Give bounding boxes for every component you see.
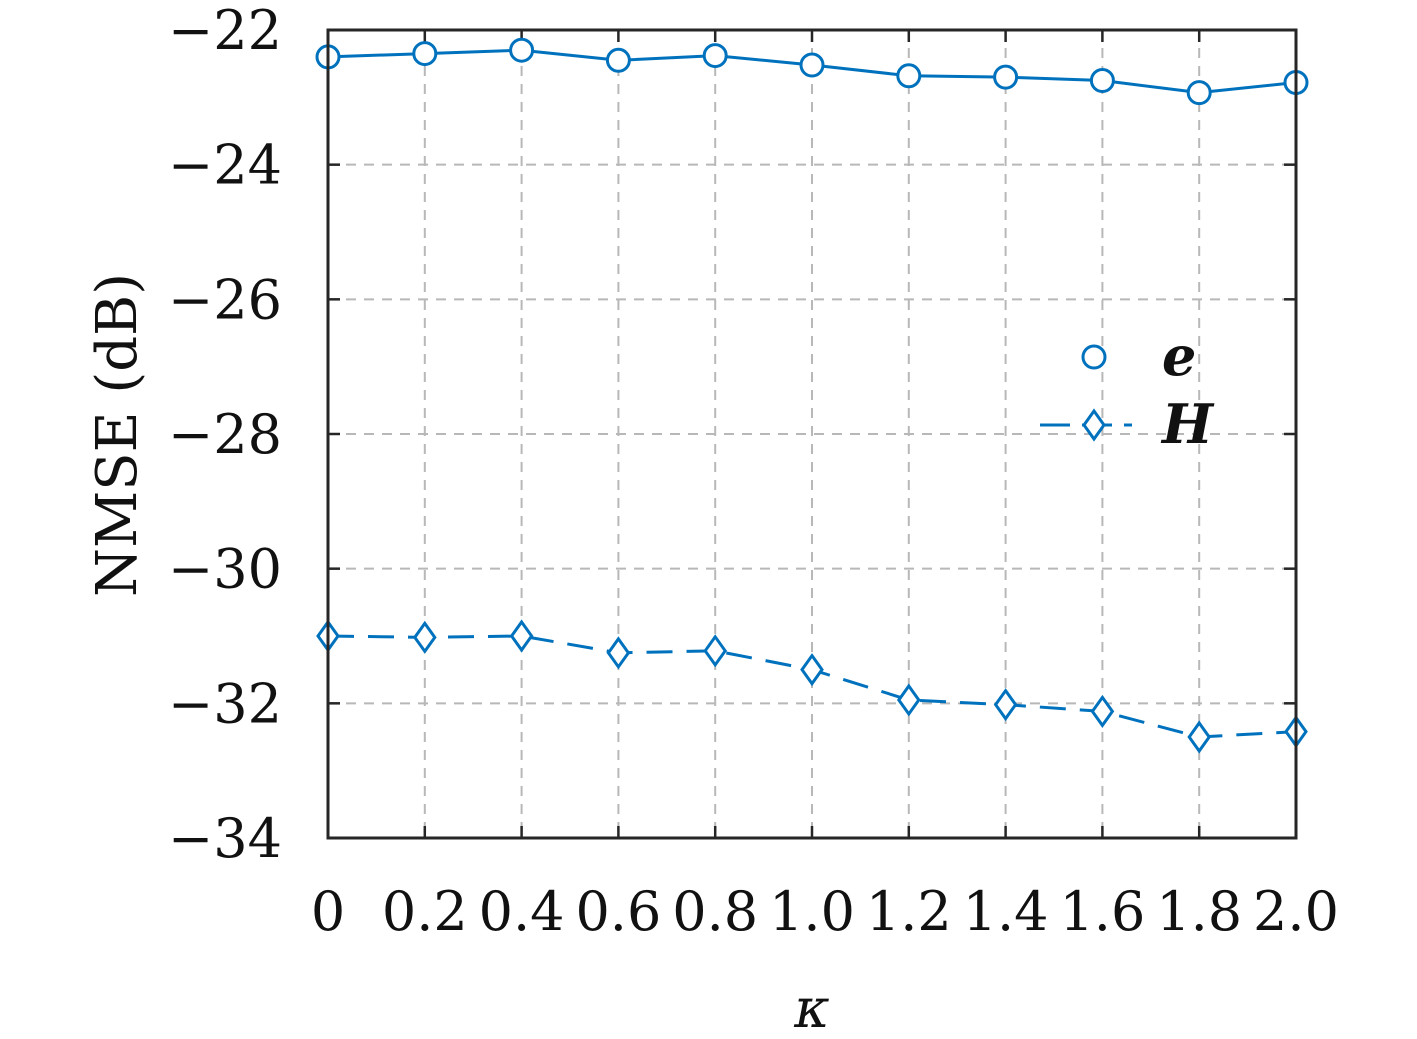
- x-tick-labels: 0 0.2 0.4 0.6 0.8 1.0 1.2 1.4 1.6 1.8 2.0: [311, 880, 1339, 943]
- data-point-H: [606, 636, 631, 670]
- legend-label-e: e: [1162, 324, 1196, 388]
- x-tick-label: 0.2: [382, 880, 468, 943]
- legend-marker-e: [1081, 344, 1107, 370]
- data-point-e: [702, 43, 728, 69]
- x-tick-label: 1.4: [963, 880, 1049, 943]
- data-point-e: [509, 37, 535, 63]
- y-tick-label: −24: [168, 134, 282, 197]
- x-tick-label: 0.4: [479, 880, 565, 943]
- y-tick-label: −28: [168, 403, 282, 466]
- data-point-e: [412, 41, 438, 67]
- y-tick-label: −32: [168, 672, 282, 735]
- y-axis-label: NMSE (dB): [85, 273, 150, 597]
- x-tick-label: 2.0: [1253, 880, 1339, 943]
- legend-marker-H: [1082, 408, 1106, 442]
- data-point-H: [800, 653, 824, 687]
- plot-series: [315, 37, 1309, 754]
- data-point-H: [993, 688, 1018, 722]
- data-point-H: [509, 619, 534, 653]
- x-tick-label: 1.8: [1156, 880, 1242, 943]
- data-point-e: [1186, 80, 1212, 106]
- x-tick-label: 0.6: [575, 880, 661, 943]
- x-tick-label: 1.2: [866, 880, 952, 943]
- x-tick-label: 1.0: [769, 880, 855, 943]
- data-point-H: [703, 634, 728, 668]
- x-tick-label: 0.8: [672, 880, 758, 943]
- x-tick-label: 1.6: [1059, 880, 1145, 943]
- data-point-H: [412, 620, 437, 654]
- data-point-e: [605, 47, 631, 73]
- y-tick-label: −22: [168, 0, 282, 62]
- data-point-e: [799, 52, 825, 78]
- legend: eH: [1040, 324, 1215, 456]
- x-axis-label: κ: [793, 977, 829, 1035]
- x-tick-label: 0: [311, 880, 345, 943]
- y-tick-labels: −22 −24 −26 −28 −30 −32 −34: [168, 0, 282, 870]
- legend-label-H: H: [1160, 392, 1215, 456]
- data-point-H: [1090, 694, 1115, 728]
- data-point-e: [993, 64, 1019, 90]
- y-tick-label: −26: [168, 268, 282, 331]
- data-point-H: [1187, 720, 1212, 754]
- data-point-e: [896, 63, 922, 89]
- plot-frame: [326, 28, 1298, 840]
- y-tick-label: −30: [168, 538, 282, 601]
- data-point-e: [1089, 68, 1115, 93]
- y-tick-label: −34: [168, 807, 282, 870]
- data-point-H: [896, 683, 921, 717]
